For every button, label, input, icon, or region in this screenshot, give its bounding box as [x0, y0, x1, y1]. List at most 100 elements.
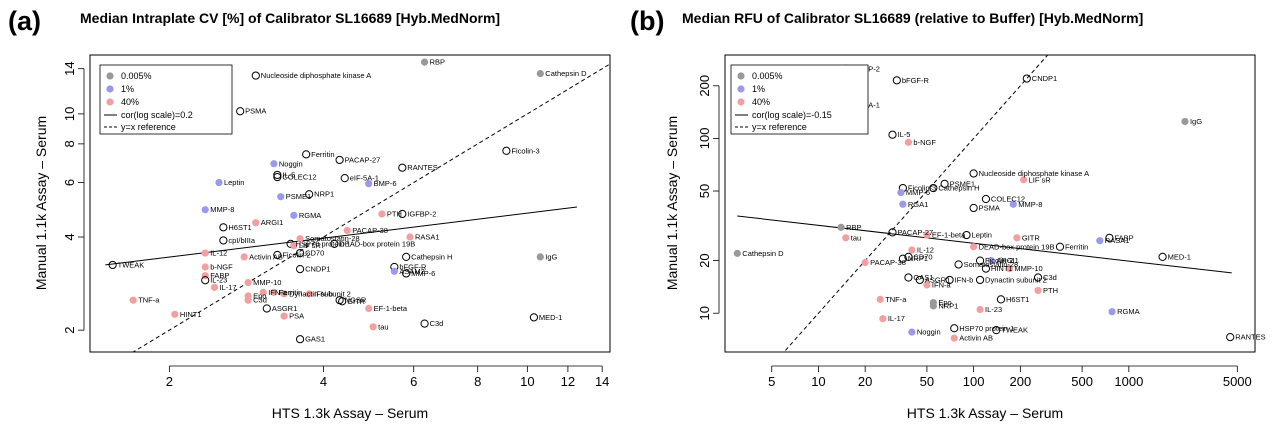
point-label: IL-17: [219, 283, 236, 292]
point-label: HINT1: [991, 264, 1013, 273]
y-tick-label: 100: [697, 128, 712, 150]
data-point: [1033, 273, 1043, 282]
point-label: CNDP1: [305, 265, 330, 274]
point-label: DEAD-box protein 19B: [979, 242, 1055, 251]
data-point: [420, 319, 429, 328]
data-point: [950, 324, 959, 333]
data-point: [1013, 234, 1021, 242]
point-label: ASGR1: [272, 304, 297, 313]
legend-b-ref-label: y=x reference: [752, 122, 807, 132]
data-point: [295, 265, 305, 274]
data-point: [201, 276, 210, 285]
point-label: IFN-a: [268, 288, 288, 297]
data-point: [904, 138, 913, 146]
chart-a-ylabel: Manual 1.1k Assay – Serum: [33, 116, 49, 290]
x-tick-label: 10: [520, 374, 534, 389]
legend-b-fit-label: cor(log scale)=-0.15: [752, 110, 832, 120]
data-point: [402, 252, 411, 261]
fit-line: [737, 215, 1232, 274]
point-label: IgG: [545, 252, 557, 261]
data-point: [861, 258, 869, 267]
data-point: [892, 76, 901, 85]
data-point: [215, 178, 223, 187]
data-point: [733, 249, 741, 257]
point-label: PTH: [1043, 286, 1058, 295]
point-label: IL-17: [888, 314, 905, 323]
data-point: [277, 193, 285, 201]
x-tick-label: 4: [320, 374, 327, 389]
data-point: [837, 223, 845, 231]
data-point: [929, 183, 938, 193]
data-point: [338, 297, 347, 306]
point-label: MED-1: [539, 313, 562, 322]
data-point: [536, 253, 544, 261]
data-point: [969, 203, 978, 213]
chart-b-xlabel: HTS 1.3k Assay – Serum: [907, 405, 1063, 421]
legend-a-swatch-40: [106, 98, 114, 106]
point-label: RANTES: [1235, 333, 1265, 342]
data-point: [897, 188, 905, 197]
point-label: RGMA: [299, 211, 322, 220]
point-label: Cathepsin H: [411, 252, 452, 261]
data-point: [945, 275, 954, 285]
data-point: [929, 302, 937, 310]
point-label: GITR: [347, 297, 365, 306]
point-label: IL-23: [985, 305, 1002, 314]
data-point: [536, 69, 544, 78]
point-label: PACAP-38: [870, 258, 906, 267]
legend-b-swatch-40: [737, 98, 745, 106]
point-label: TNF-a: [138, 296, 160, 305]
point-label: PACAP-38: [352, 226, 388, 235]
fit-line: [105, 206, 578, 266]
point-label: GAS1: [305, 335, 325, 344]
panel-label-b: (b): [630, 6, 664, 36]
point-label: RASA1: [415, 233, 440, 242]
point-label: GAS1: [913, 273, 933, 282]
point-label: Cathepsin D: [742, 249, 784, 258]
data-point: [1020, 176, 1028, 184]
point-label: Leptin: [224, 178, 244, 187]
y-tick-label: 50: [697, 184, 712, 198]
data-point: [129, 296, 137, 304]
data-point: [888, 228, 897, 237]
data-point: [259, 288, 267, 296]
data-point: [981, 264, 991, 273]
point-label: CNDP1: [1032, 74, 1057, 83]
data-point: [1181, 117, 1189, 126]
data-point: [251, 71, 260, 80]
data-point: [915, 275, 924, 285]
data-point: [280, 290, 288, 298]
point-label: TWEAK: [1001, 326, 1028, 335]
chart-a: (a) Median Intraplate CV [%] of Calibrat…: [8, 6, 611, 421]
point-label: ARGI1: [996, 256, 1019, 265]
data-point: [369, 323, 377, 331]
data-point: [302, 150, 311, 159]
point-label: IL-5: [897, 130, 910, 139]
data-point: [1034, 286, 1042, 295]
x-tick-label: 200: [1010, 374, 1032, 389]
y-tick-label: 20: [697, 253, 712, 267]
data-point: [888, 130, 897, 139]
point-label: tau: [851, 233, 861, 242]
data-point: [252, 219, 260, 227]
point-label: RANTES: [407, 163, 437, 172]
chart-a-title: Median Intraplate CV [%] of Calibrator S…: [80, 10, 500, 26]
point-label: Ferritin: [1065, 242, 1088, 251]
x-tick-label: 2: [166, 374, 173, 389]
point-label: PACAP-27: [345, 155, 381, 164]
data-point: [420, 58, 429, 66]
data-point: [1158, 252, 1167, 261]
data-point: [219, 236, 228, 245]
chart-b-title: Median RFU of Calibrator SL16689 (relati…: [682, 10, 1143, 26]
data-point: [270, 160, 278, 168]
data-point: [876, 295, 884, 303]
point-label: MED-1: [1168, 252, 1191, 261]
point-label: Ferritin: [279, 288, 302, 297]
x-tick-label: 20: [858, 374, 872, 389]
data-point: [1005, 264, 1014, 273]
data-point: [992, 326, 1001, 335]
panel-label-a: (a): [8, 6, 41, 36]
data-point: [244, 278, 252, 287]
point-label: FABP: [1114, 233, 1133, 242]
point-label: TWEAK: [118, 260, 145, 269]
